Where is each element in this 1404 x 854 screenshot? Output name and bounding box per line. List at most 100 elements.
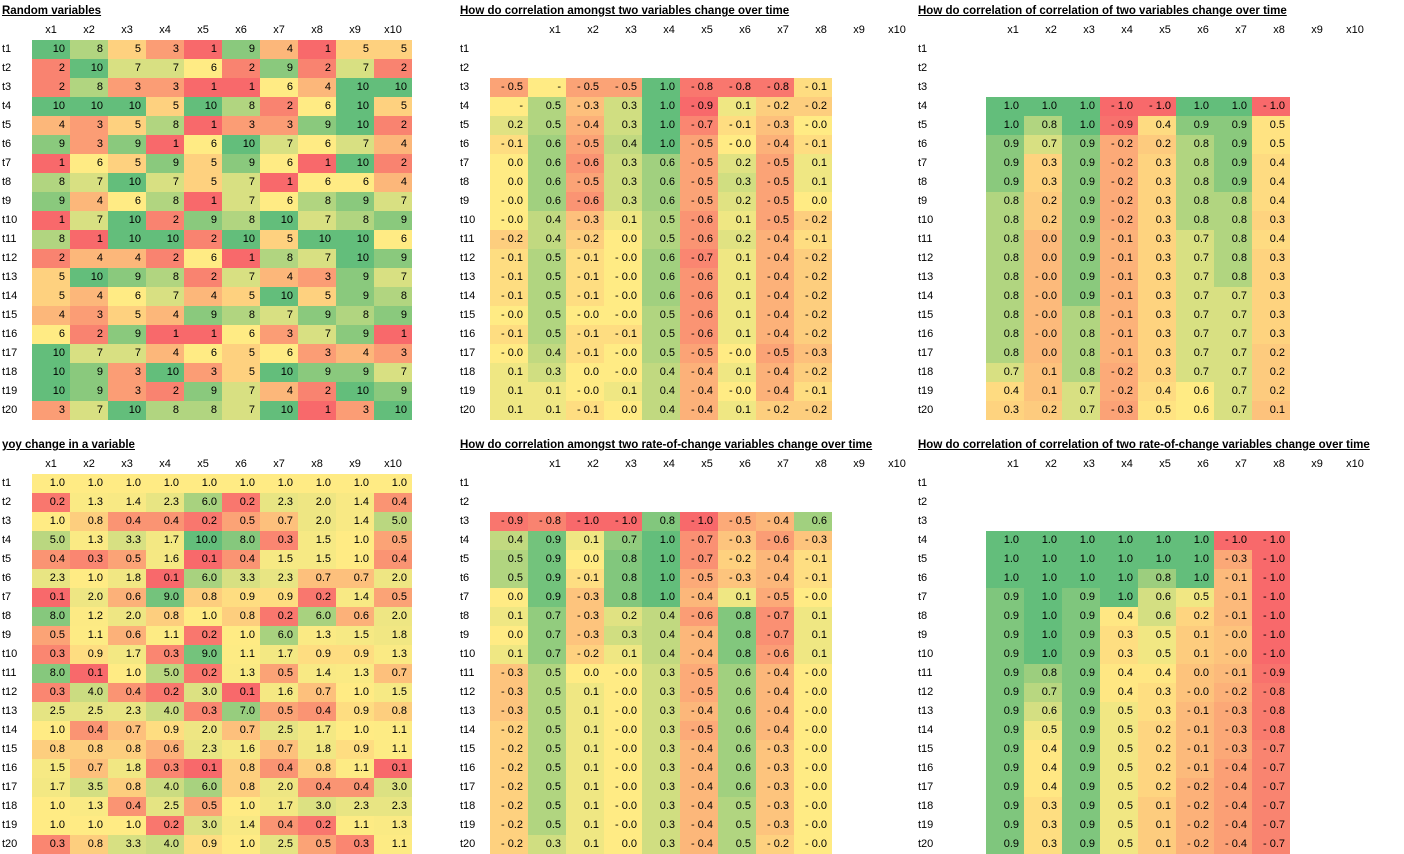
data-cell[interactable]: 0.1 bbox=[566, 740, 604, 759]
data-cell[interactable]: 7 bbox=[374, 268, 412, 287]
data-cell[interactable]: 0.1 bbox=[1176, 626, 1214, 645]
data-cell[interactable]: 0.3 bbox=[184, 702, 222, 721]
data-cell[interactable]: 0.4 bbox=[1138, 116, 1176, 135]
data-cell[interactable]: 0.9 bbox=[986, 135, 1024, 154]
data-cell[interactable]: 0.9 bbox=[986, 778, 1024, 797]
data-cell[interactable]: 0.4 bbox=[374, 493, 412, 512]
data-cell[interactable]: - 0.2 bbox=[1100, 382, 1138, 401]
data-cell[interactable]: 0.4 bbox=[1024, 759, 1062, 778]
data-cell[interactable]: 1 bbox=[184, 78, 222, 97]
data-cell[interactable]: 0.5 bbox=[528, 116, 566, 135]
data-cell[interactable]: 0.1 bbox=[794, 173, 832, 192]
data-cell[interactable]: 7 bbox=[260, 135, 298, 154]
data-cell[interactable]: - 0.4 bbox=[756, 325, 794, 344]
data-cell[interactable]: - 0.1 bbox=[794, 78, 832, 97]
data-cell[interactable]: 0.7 bbox=[1176, 363, 1214, 382]
data-cell[interactable]: 1.0 bbox=[1176, 569, 1214, 588]
data-cell[interactable]: - 0.7 bbox=[1252, 816, 1290, 835]
data-cell[interactable]: 1.0 bbox=[1024, 531, 1062, 550]
data-cell[interactable]: 0.0 bbox=[490, 588, 528, 607]
data-cell[interactable]: 7 bbox=[70, 401, 108, 420]
data-cell[interactable]: 0.5 bbox=[1100, 721, 1138, 740]
data-cell[interactable]: 0.5 bbox=[528, 268, 566, 287]
data-cell[interactable]: 0.3 bbox=[718, 173, 756, 192]
data-cell[interactable]: 4 bbox=[260, 268, 298, 287]
data-cell[interactable]: 2.3 bbox=[374, 797, 412, 816]
data-cell[interactable]: 0.3 bbox=[1138, 287, 1176, 306]
data-cell[interactable]: 0.0 bbox=[1024, 249, 1062, 268]
data-cell[interactable]: 1.1 bbox=[336, 816, 374, 835]
data-cell[interactable]: 0.6 bbox=[146, 740, 184, 759]
data-cell[interactable]: 3 bbox=[222, 116, 260, 135]
data-cell[interactable]: 0.9 bbox=[1062, 192, 1100, 211]
data-cell[interactable]: 1.0 bbox=[1024, 626, 1062, 645]
data-cell[interactable]: 5 bbox=[108, 116, 146, 135]
data-cell[interactable]: 5 bbox=[298, 287, 336, 306]
data-cell[interactable]: 0.3 bbox=[1138, 344, 1176, 363]
data-cell[interactable]: 10 bbox=[260, 211, 298, 230]
data-cell[interactable]: 0.8 bbox=[986, 268, 1024, 287]
data-cell[interactable]: 6 bbox=[260, 344, 298, 363]
data-cell[interactable]: - 0.2 bbox=[566, 230, 604, 249]
data-cell[interactable]: 0.1 bbox=[184, 759, 222, 778]
data-cell[interactable]: 0.0 bbox=[1024, 230, 1062, 249]
data-cell[interactable]: - 0.4 bbox=[756, 230, 794, 249]
data-cell[interactable]: 0.5 bbox=[1252, 135, 1290, 154]
data-cell[interactable]: 0.0 bbox=[566, 363, 604, 382]
data-cell[interactable]: 0.4 bbox=[298, 778, 336, 797]
data-cell[interactable]: - 1.0 bbox=[566, 512, 604, 531]
data-cell[interactable]: 0.2 bbox=[184, 626, 222, 645]
data-cell[interactable]: 0.2 bbox=[1252, 363, 1290, 382]
data-cell[interactable]: 0.3 bbox=[260, 531, 298, 550]
data-cell[interactable]: 2.0 bbox=[298, 493, 336, 512]
data-cell[interactable]: 0.9 bbox=[1062, 154, 1100, 173]
data-cell[interactable]: - 1.0 bbox=[1214, 531, 1252, 550]
data-cell[interactable]: 0.9 bbox=[986, 740, 1024, 759]
data-cell[interactable]: 2 bbox=[184, 230, 222, 249]
data-cell[interactable]: 7 bbox=[146, 173, 184, 192]
data-cell[interactable]: 1.1 bbox=[70, 626, 108, 645]
data-cell[interactable]: 0.3 bbox=[1252, 211, 1290, 230]
data-cell[interactable]: 1.6 bbox=[222, 740, 260, 759]
data-cell[interactable]: 0.2 bbox=[32, 493, 70, 512]
data-cell[interactable]: - 0.4 bbox=[680, 588, 718, 607]
data-cell[interactable]: 1.0 bbox=[336, 683, 374, 702]
data-cell[interactable]: 0.9 bbox=[528, 588, 566, 607]
data-cell[interactable]: 3 bbox=[298, 268, 336, 287]
data-cell[interactable]: 0.3 bbox=[528, 835, 566, 854]
data-cell[interactable]: 8 bbox=[32, 230, 70, 249]
data-cell[interactable]: 1.0 bbox=[1024, 588, 1062, 607]
data-cell[interactable]: - 0.7 bbox=[680, 249, 718, 268]
data-cell[interactable]: 1 bbox=[374, 325, 412, 344]
data-cell[interactable]: 1.6 bbox=[146, 550, 184, 569]
data-cell[interactable]: 9 bbox=[146, 154, 184, 173]
data-cell[interactable]: 1.0 bbox=[298, 474, 336, 493]
data-cell[interactable]: - 1.0 bbox=[604, 512, 642, 531]
data-cell[interactable]: 9 bbox=[298, 306, 336, 325]
data-cell[interactable]: 0.8 bbox=[1024, 116, 1062, 135]
data-cell[interactable]: - 0.9 bbox=[1100, 116, 1138, 135]
data-cell[interactable]: - 0.5 bbox=[756, 173, 794, 192]
data-cell[interactable]: 4 bbox=[146, 344, 184, 363]
data-cell[interactable]: 4 bbox=[32, 306, 70, 325]
data-cell[interactable]: 2.5 bbox=[260, 721, 298, 740]
data-cell[interactable]: 0.6 bbox=[1138, 607, 1176, 626]
data-cell[interactable]: 0.6 bbox=[642, 173, 680, 192]
data-cell[interactable]: 7 bbox=[146, 59, 184, 78]
data-cell[interactable]: 0.9 bbox=[298, 645, 336, 664]
data-cell[interactable]: 2 bbox=[184, 268, 222, 287]
data-cell[interactable]: 1.1 bbox=[374, 835, 412, 854]
data-cell[interactable]: - 0.4 bbox=[1214, 835, 1252, 854]
data-cell[interactable]: 1.5 bbox=[298, 531, 336, 550]
data-cell[interactable]: - 0.2 bbox=[1176, 816, 1214, 835]
data-cell[interactable]: 3 bbox=[146, 40, 184, 59]
data-cell[interactable]: 8.0 bbox=[222, 531, 260, 550]
data-cell[interactable]: 0.0 bbox=[604, 401, 642, 420]
data-cell[interactable]: 7 bbox=[374, 192, 412, 211]
data-cell[interactable]: 1.0 bbox=[1214, 97, 1252, 116]
data-cell[interactable]: 0.6 bbox=[794, 512, 832, 531]
data-cell[interactable]: 0.0 bbox=[566, 664, 604, 683]
data-cell[interactable]: 3 bbox=[146, 78, 184, 97]
data-cell[interactable]: 0.3 bbox=[642, 664, 680, 683]
data-cell[interactable]: 0.9 bbox=[986, 721, 1024, 740]
